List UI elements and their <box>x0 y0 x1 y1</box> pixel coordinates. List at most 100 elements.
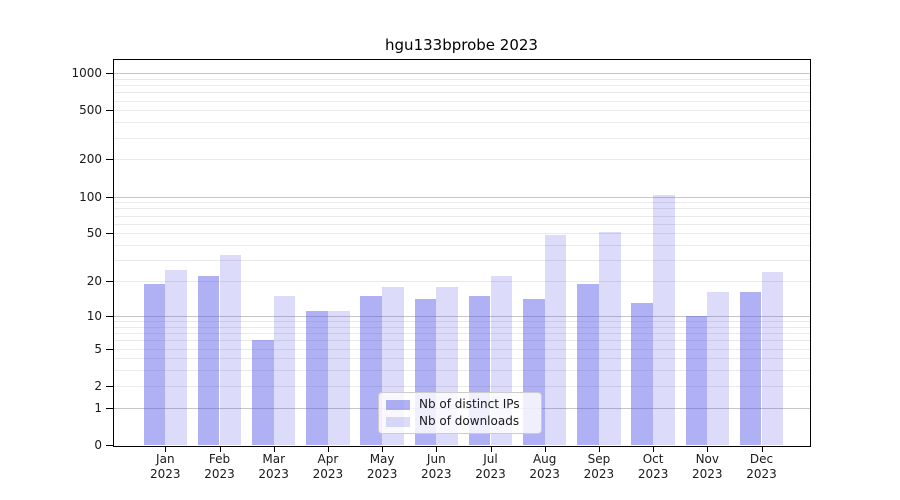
gridline-minor-80 <box>113 208 810 210</box>
bar-distinct-ips-sep-2023 <box>577 283 599 445</box>
x-tick-label-jun-2023: Jun 2023 <box>421 452 452 481</box>
gridline-minor-200 <box>113 159 810 161</box>
y-tick-label-1000: 1000 <box>71 66 102 80</box>
bar-distinct-ips-may-2023 <box>360 295 383 445</box>
gridline-decade-100 <box>113 196 810 198</box>
y-tick-mark-1000 <box>106 73 113 74</box>
x-tick-label-dec-2023: Dec 2023 <box>746 452 777 481</box>
legend-label-downloads: Nb of downloads <box>419 414 520 428</box>
y-tick-mark-100 <box>106 196 113 198</box>
y-tick-label-10: 10 <box>86 308 102 323</box>
gridline-minor-400 <box>113 122 810 124</box>
bar-distinct-ips-dec-2023 <box>739 292 762 445</box>
gridline-minor-6 <box>113 340 810 342</box>
x-tick-mark-1 <box>165 446 167 452</box>
y-tick-mark-200 <box>106 159 113 161</box>
y-tick-mark-2 <box>106 385 113 387</box>
y-tick-label-2: 2 <box>94 378 102 393</box>
x-tick-mark-11 <box>707 446 709 452</box>
x-tick-mark-5 <box>382 446 384 452</box>
gridline-minor-700 <box>113 92 810 94</box>
x-tick-label-nov-2023: Nov 2023 <box>692 452 723 481</box>
y-tick-mark-10 <box>106 315 113 317</box>
x-tick-label-may-2023: May 2023 <box>366 452 398 481</box>
bar-downloads-apr-2023 <box>327 311 350 445</box>
legend-label-distinct-ips: Nb of distinct IPs <box>419 397 520 411</box>
bar-distinct-ips-oct-2023 <box>631 302 654 445</box>
x-tick-label-feb-2023: Feb 2023 <box>204 452 235 481</box>
y-tick-label-50: 50 <box>86 226 102 241</box>
bar-downloads-aug-2023 <box>544 235 567 445</box>
x-tick-label-mar-2023: Mar 2023 <box>258 452 289 481</box>
bar-downloads-nov-2023 <box>707 292 729 445</box>
x-tick-mark-10 <box>653 446 655 452</box>
bar-downloads-mar-2023 <box>273 295 296 445</box>
legend: Nb of distinct IPs Nb of downloads <box>378 392 542 434</box>
y-tick-label-200: 200 <box>79 152 102 167</box>
x-tick-label-apr-2023: Apr 2023 <box>312 452 344 481</box>
plot-area <box>113 59 811 447</box>
gridline-minor-2 <box>113 385 810 387</box>
y-tick-mark-20 <box>106 281 113 283</box>
gridline-minor-600 <box>113 100 810 102</box>
bar-distinct-ips-mar-2023 <box>252 340 274 445</box>
gridline-minor-8 <box>113 326 810 328</box>
chart-title: hgu133bprobe 2023 <box>385 36 538 54</box>
gridline-minor-3 <box>113 370 810 372</box>
gridline-minor-40 <box>113 245 810 246</box>
bar-downloads-sep-2023 <box>598 232 621 445</box>
x-tick-mark-2 <box>219 446 221 452</box>
x-tick-mark-6 <box>436 446 438 452</box>
x-tick-mark-9 <box>598 446 600 452</box>
gridline-minor-900 <box>113 78 810 80</box>
x-tick-label-jan-2023: Jan 2023 <box>150 452 181 481</box>
gridline-minor-500 <box>113 110 810 112</box>
bar-distinct-ips-nov-2023 <box>685 315 708 445</box>
y-tick-label-0: 0 <box>94 438 102 452</box>
gridline-minor-7 <box>113 333 810 334</box>
x-tick-mark-3 <box>273 446 275 452</box>
gridline-minor-20 <box>113 281 810 283</box>
gridline-minor-9 <box>113 321 810 322</box>
x-tick-mark-12 <box>761 446 763 452</box>
legend-swatch-downloads <box>386 416 410 427</box>
legend-item-downloads: Nb of downloads <box>386 415 533 428</box>
x-tick-mark-8 <box>544 446 546 452</box>
gridline-minor-300 <box>113 137 810 139</box>
x-tick-mark-7 <box>490 446 492 452</box>
bar-downloads-dec-2023 <box>761 271 784 445</box>
bar-downloads-jan-2023 <box>165 269 187 445</box>
y-tick-label-100: 100 <box>79 189 102 204</box>
bar-downloads-oct-2023 <box>653 194 675 445</box>
y-tick-label-500: 500 <box>79 103 102 118</box>
x-tick-label-jul-2023: Jul 2023 <box>475 452 506 481</box>
x-tick-label-sep-2023: Sep 2023 <box>583 452 615 481</box>
y-tick-label-5: 5 <box>94 341 102 356</box>
x-tick-mark-4 <box>327 446 329 452</box>
gridline-minor-5 <box>113 348 810 350</box>
gridline-minor-800 <box>113 85 810 86</box>
bar-distinct-ips-jan-2023 <box>143 283 166 445</box>
gridline-minor-30 <box>113 260 810 262</box>
gridline-minor-70 <box>113 215 810 217</box>
gridline-minor-60 <box>113 223 810 225</box>
gridline-minor-4 <box>113 358 810 360</box>
bar-distinct-ips-apr-2023 <box>306 311 328 445</box>
legend-item-distinct-ips: Nb of distinct IPs <box>386 398 533 411</box>
y-tick-mark-500 <box>106 110 113 112</box>
gridline-decade-10 <box>113 315 810 317</box>
y-tick-label-1: 1 <box>94 400 102 415</box>
y-tick-mark-1 <box>106 407 113 409</box>
y-tick-label-20: 20 <box>86 274 102 289</box>
bar-distinct-ips-feb-2023 <box>197 276 220 445</box>
y-tick-mark-0 <box>106 445 113 446</box>
x-tick-label-aug-2023: Aug 2023 <box>529 452 560 481</box>
y-tick-mark-5 <box>106 348 113 350</box>
legend-swatch-distinct-ips <box>386 399 410 410</box>
gridline-minor-90 <box>113 202 810 204</box>
gridline-decade-1000 <box>113 73 810 74</box>
x-tick-label-oct-2023: Oct 2023 <box>637 452 669 481</box>
gridline-minor-50 <box>113 233 810 235</box>
bar-downloads-feb-2023 <box>219 255 242 445</box>
